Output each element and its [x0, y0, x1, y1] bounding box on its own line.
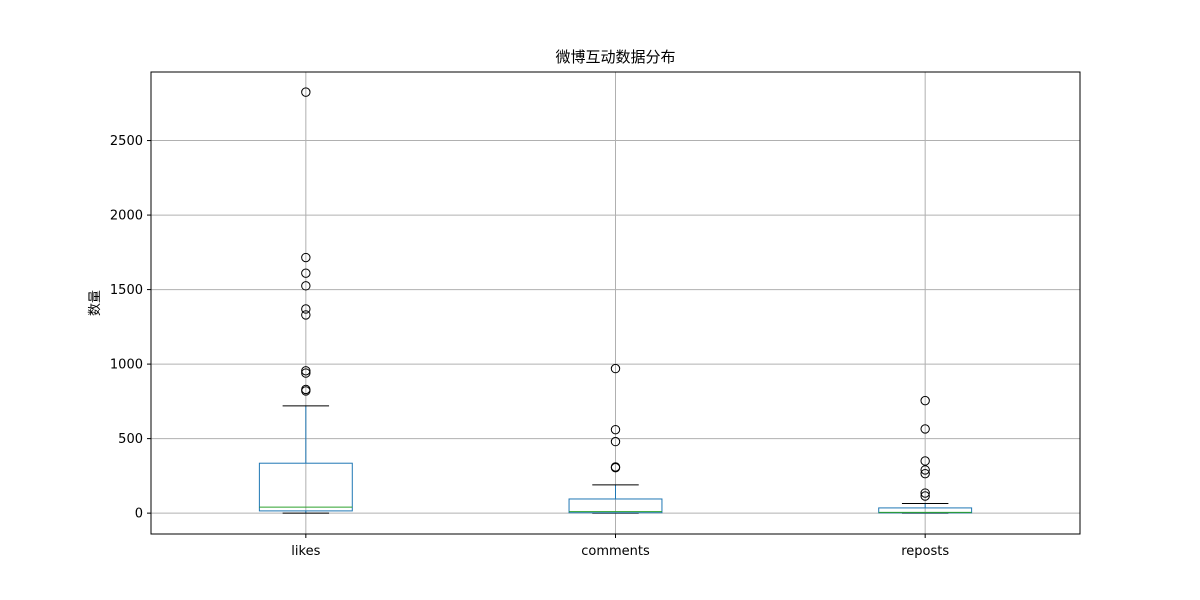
outlier-point [301, 87, 311, 97]
x-axis-ticks: likes comments reposts [291, 534, 949, 559]
box-iqr [258, 462, 353, 512]
outlier-point [610, 363, 621, 374]
outlier-point [920, 395, 930, 406]
y-tick-label: 500 [118, 432, 143, 447]
outlier-point [301, 304, 311, 314]
plot-frame [150, 71, 1081, 535]
y-tick-label: 1000 [110, 358, 143, 373]
y-tick-label: 0 [135, 507, 143, 522]
outlier-point [301, 368, 311, 378]
outlier-point [610, 436, 621, 447]
y-tick-label: 2000 [110, 209, 143, 224]
outlier-point [301, 252, 311, 263]
outlier-point [301, 268, 311, 278]
outlier-point [920, 488, 930, 498]
y-tick-label: 2500 [110, 134, 143, 149]
box-group-reposts [878, 395, 973, 514]
box-iqr [568, 498, 663, 514]
x-tick-label: likes [291, 544, 320, 559]
box-group-likes [258, 87, 353, 514]
chart-title: 微博互动数据分布 [555, 48, 675, 66]
outlier-point [920, 424, 930, 434]
box-group-comments [568, 363, 663, 514]
outlier-point [301, 281, 311, 291]
outlier-point [610, 462, 621, 473]
x-tick-label: comments [581, 544, 650, 559]
y-tick-label: 1500 [110, 283, 143, 298]
y-axis-ticks: 0 500 1000 1500 2000 2500 [110, 134, 151, 522]
boxes [258, 87, 973, 514]
outlier-point [301, 310, 311, 320]
outlier-point [301, 386, 311, 396]
outlier-point [301, 366, 311, 376]
outlier-point [920, 465, 930, 475]
outlier-point [920, 456, 930, 466]
outlier-point [920, 491, 930, 501]
outlier-point [610, 424, 621, 435]
x-tick-label: reposts [901, 544, 949, 559]
outlier-point [920, 468, 930, 479]
y-axis-label: 数量 [88, 290, 103, 316]
